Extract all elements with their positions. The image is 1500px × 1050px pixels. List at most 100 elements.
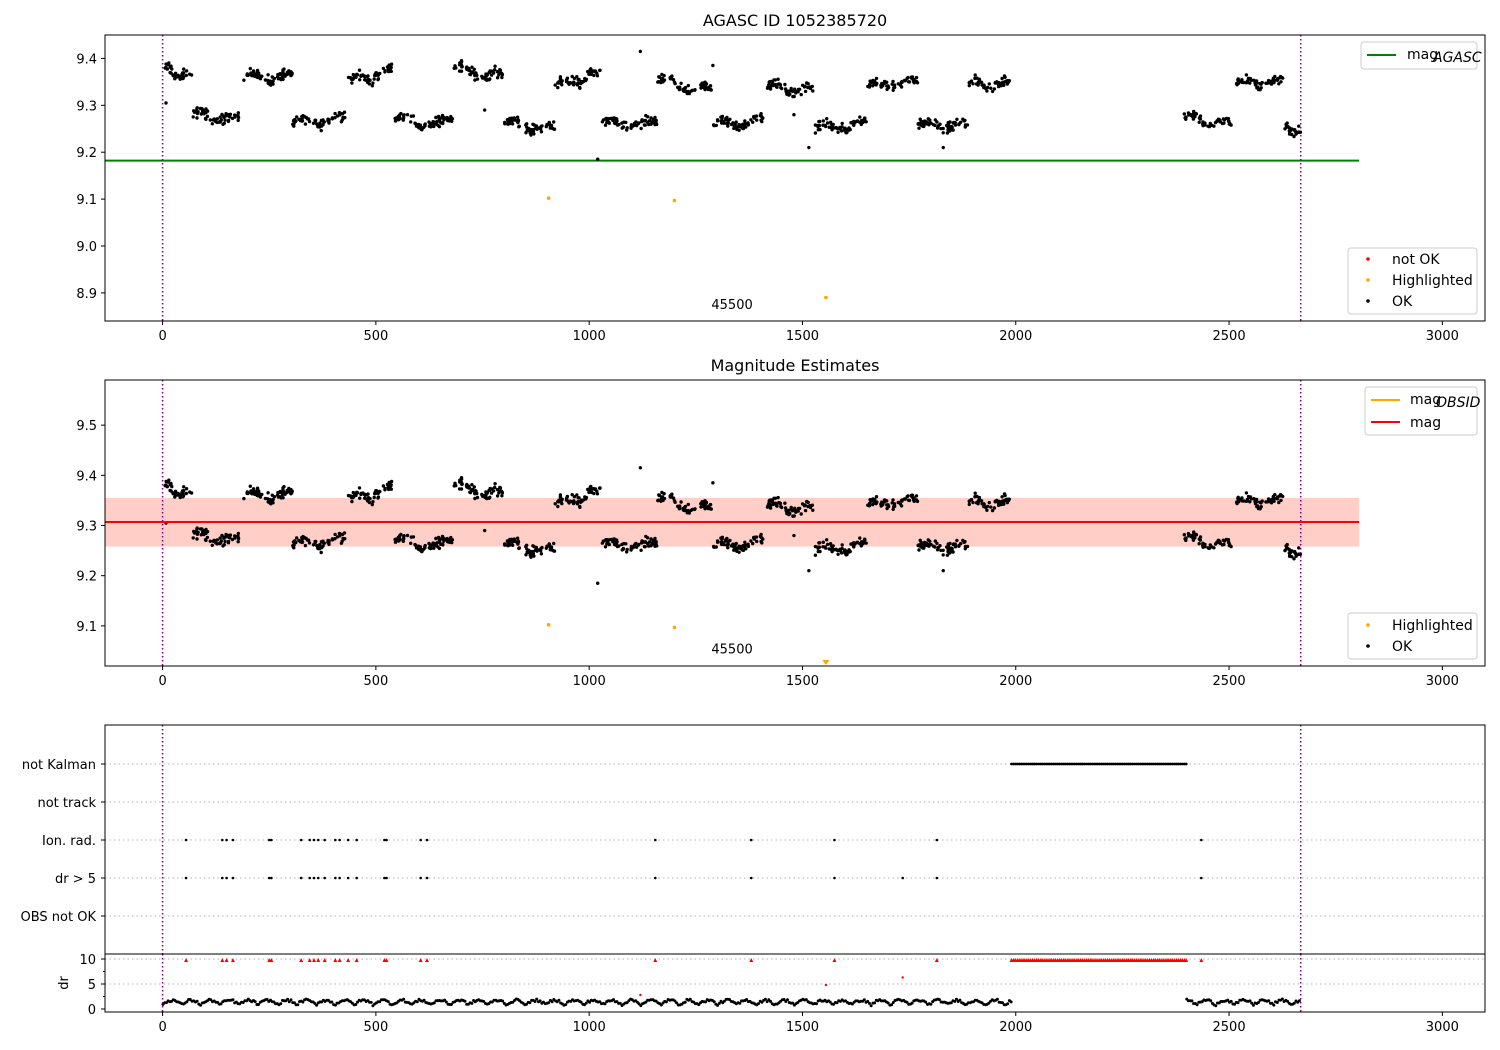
panel1-ok-point bbox=[376, 77, 381, 81]
dr-point bbox=[791, 1001, 795, 1005]
dr-point bbox=[265, 997, 269, 1001]
panel1-ok-point bbox=[428, 123, 432, 127]
panel1-ok-point bbox=[936, 124, 941, 128]
panel1-ok-point bbox=[829, 122, 834, 127]
panel1-ok-point bbox=[275, 75, 280, 79]
dr-point bbox=[745, 998, 749, 1001]
panel1-ytick-label: 9.3 bbox=[76, 99, 97, 114]
panel2-ok-point bbox=[993, 499, 997, 503]
panel2-ok-point bbox=[330, 537, 334, 541]
panel2-ok-point bbox=[372, 495, 376, 500]
panel2-ok-point bbox=[401, 539, 405, 543]
panel1-ok-point bbox=[1002, 74, 1007, 78]
dr-point bbox=[289, 998, 293, 1002]
panel1-ok-point bbox=[280, 74, 285, 79]
panel2-ok-point bbox=[723, 539, 728, 543]
panel1-ok-point bbox=[498, 68, 503, 73]
panel1-ok-point bbox=[962, 119, 966, 123]
panel1-ok-point bbox=[553, 83, 557, 87]
panel2-ok-point bbox=[1244, 491, 1249, 495]
panel2-ok-point bbox=[955, 538, 959, 543]
panel2-ok-point bbox=[473, 489, 478, 493]
panel1-ok-point bbox=[1292, 128, 1297, 132]
panel1-ok-point bbox=[358, 78, 362, 82]
panel2-ok-point bbox=[863, 538, 867, 542]
panel1-ok-point bbox=[974, 82, 979, 86]
panel1-ok-point bbox=[650, 120, 654, 124]
panel2-ok-point bbox=[1184, 536, 1188, 540]
panel2-ok-point bbox=[482, 528, 487, 533]
dr-point bbox=[1275, 1001, 1279, 1004]
panel1-ok-point bbox=[226, 119, 231, 124]
panel2-ok-point bbox=[340, 539, 344, 543]
panel2-xtick-label: 2500 bbox=[1213, 674, 1246, 689]
dr-axis-label: dr bbox=[57, 976, 72, 990]
panel2-ok-point bbox=[1192, 530, 1196, 534]
panel2-ok-point bbox=[363, 496, 367, 500]
flag-point bbox=[316, 876, 320, 880]
panel2-offscale-marker bbox=[822, 659, 830, 665]
panel2-ok-point bbox=[816, 549, 820, 554]
panel1-ok-point bbox=[350, 81, 354, 85]
panel2-ok-point bbox=[816, 545, 820, 549]
panel1-ok-point bbox=[366, 74, 370, 78]
panel1-ok-point bbox=[1273, 74, 1277, 79]
dr-point bbox=[482, 1000, 486, 1003]
panel2-ok-point bbox=[620, 548, 624, 552]
panel1-xtick-label: 2500 bbox=[1213, 329, 1246, 344]
panel2-ok-point bbox=[985, 508, 989, 512]
panel2-ok-point bbox=[200, 531, 205, 535]
panel2-ok-point bbox=[699, 505, 703, 509]
dr-high-point bbox=[354, 958, 359, 962]
panel1-ok-point bbox=[813, 123, 818, 127]
dr-point bbox=[470, 1001, 474, 1005]
panel1-ok-point bbox=[287, 70, 292, 74]
panel2-ok-point bbox=[210, 543, 214, 547]
panel1-ok-point bbox=[178, 77, 182, 81]
panel1-ok-point bbox=[213, 117, 217, 122]
panel1-ok-point bbox=[357, 68, 362, 72]
panel1-ok-point bbox=[1298, 130, 1303, 134]
not-kalman-point bbox=[1161, 762, 1165, 766]
panel1-ok-point bbox=[1292, 134, 1296, 139]
panel2-ok-point bbox=[791, 514, 795, 518]
panel1-ok-point bbox=[703, 84, 707, 88]
panel1-ok-point bbox=[863, 117, 867, 121]
panel2-ok-point bbox=[686, 502, 690, 507]
panel1-ok-point bbox=[783, 87, 788, 91]
panel1-ok-point bbox=[220, 112, 224, 117]
panel1-ok-point bbox=[335, 114, 340, 118]
flag-point bbox=[299, 838, 303, 842]
panel1-ok-point bbox=[735, 127, 739, 132]
panel1-ok-point bbox=[387, 63, 391, 67]
panel2-ok-point bbox=[397, 534, 402, 538]
panel2-ok-point bbox=[589, 484, 593, 489]
panel1-ok-point bbox=[205, 114, 210, 119]
panel1-ok-point bbox=[459, 59, 464, 63]
panel2-ok-point bbox=[218, 536, 222, 540]
panel2-ok-point bbox=[1256, 504, 1260, 508]
panel1-ok-point bbox=[279, 77, 283, 82]
panel1-ok-point bbox=[295, 115, 299, 119]
panel1-ok-point bbox=[188, 72, 192, 76]
panel2-ok-point bbox=[1002, 492, 1007, 496]
panel1-ok-point bbox=[1201, 122, 1205, 126]
panel1-ok-point bbox=[1271, 78, 1276, 83]
dr-point bbox=[444, 1000, 448, 1004]
panel2-ok-point bbox=[303, 543, 308, 548]
panel1-ok-point bbox=[774, 85, 779, 89]
panel1-ok-point bbox=[734, 120, 738, 124]
dr-point bbox=[905, 1000, 909, 1004]
dr-ytick-label: 5 bbox=[88, 978, 96, 993]
panel1-ok-point bbox=[203, 116, 208, 121]
panel1-xtick-label: 0 bbox=[158, 329, 166, 344]
panel2-ok-point bbox=[1218, 541, 1223, 545]
panel2-ok-point bbox=[489, 491, 494, 495]
panel2-ok-point bbox=[402, 534, 406, 538]
panel1-ok-point bbox=[475, 77, 480, 81]
panel2-ok-point bbox=[468, 490, 472, 494]
panel2-ok-point bbox=[783, 501, 787, 505]
panel1-ok-point bbox=[654, 121, 658, 125]
panel1-ok-point bbox=[596, 157, 600, 161]
